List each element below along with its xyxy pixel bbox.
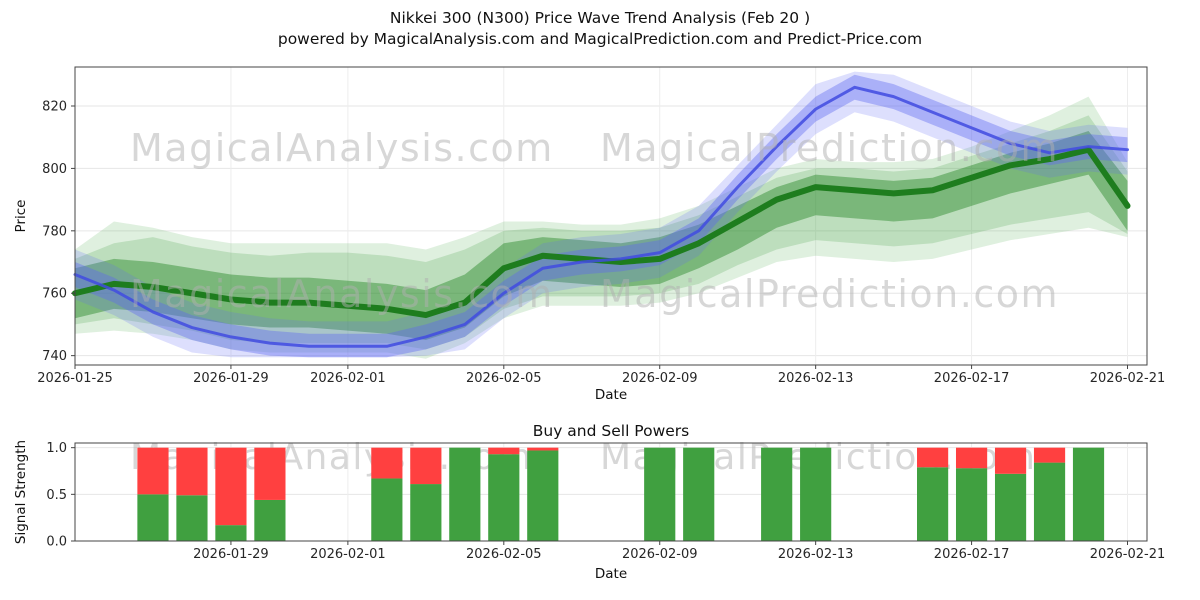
buy-bar: [917, 467, 949, 541]
price-axis-label: Price: [13, 200, 29, 233]
x-tick-label: 2026-02-09: [622, 547, 698, 562]
watermark-text: MagicalPrediction.com: [600, 272, 1059, 316]
buy-bar: [410, 484, 442, 541]
band-green-outer-2: [75, 115, 1128, 350]
power-chart-title: Buy and Sell Powers: [533, 422, 690, 440]
x-tick-label: 2026-01-25: [37, 371, 113, 386]
sell-bar: [410, 447, 442, 485]
x-tick-label: 2026-01-29: [193, 371, 269, 386]
y-tick-label: 800: [42, 162, 67, 177]
band-blue-outer: [75, 71, 1128, 358]
x-tick-label: 2026-02-01: [310, 371, 386, 386]
x-tick-label: 2026-02-05: [466, 547, 542, 562]
buy-bar: [137, 494, 169, 541]
buy-bar: [683, 447, 715, 541]
y-tick-label: 1.0: [46, 441, 67, 456]
x-tick-label: 2026-02-21: [1090, 371, 1166, 386]
buy-bar: [800, 447, 832, 541]
figure-subtitle: powered by MagicalAnalysis.com and Magic…: [277, 30, 923, 48]
watermark-text: MagicalPrediction.com: [600, 126, 1059, 170]
watermark-text: MagicalAnalysis.com: [130, 272, 554, 316]
sell-bar: [215, 447, 247, 526]
signal-strength-axis-label: Signal Strength: [13, 440, 29, 544]
sell-bar: [254, 447, 286, 500]
buy-bar: [488, 454, 520, 541]
sell-bar: [137, 447, 169, 495]
x-tick-label: 2026-02-09: [622, 371, 698, 386]
x-tick-label: 2026-02-01: [310, 547, 386, 562]
power-plot: MagicalAnalysis.comMagicalPrediction.com…: [46, 437, 1165, 562]
x-tick-label: 2026-02-05: [466, 371, 542, 386]
price-plot: 2026-01-25 2026-01-29 2026-02-01 2026-02-05…: [37, 66, 1166, 386]
buy-bar: [371, 478, 403, 541]
date-axis-label-bottom: Date: [595, 566, 627, 582]
line-blue-center: [73, 85, 1130, 348]
watermark-text: MagicalAnalysis.com: [130, 126, 554, 170]
x-tick-label: 2026-01-29: [193, 547, 269, 562]
buy-bar: [449, 447, 481, 541]
sell-bar: [527, 447, 559, 451]
plot-frame: [74, 442, 1148, 542]
sell-bar: [176, 447, 208, 496]
x-tick-label: 2026-02-17: [934, 371, 1010, 386]
y-tick-label: 760: [42, 287, 67, 302]
x-tick-label: 2026-02-13: [778, 371, 854, 386]
y-tick-label: 740: [42, 349, 67, 364]
sell-bar: [371, 447, 403, 479]
y-tick-label: 820: [42, 100, 67, 115]
buy-bar: [215, 525, 247, 541]
sell-bar: [955, 447, 988, 469]
band-blue-mid: [75, 74, 1128, 358]
buy-bar: [644, 447, 676, 541]
y-tick-label: 780: [42, 224, 67, 239]
sell-bar: [488, 447, 520, 455]
band-green-outer: [75, 96, 1128, 359]
buy-bar: [527, 450, 559, 541]
buy-bar: [761, 447, 793, 541]
buy-bar: [994, 473, 1027, 541]
x-tick-label: 2026-02-21: [1090, 547, 1166, 562]
date-axis-label-top: Date: [595, 387, 627, 403]
x-tick-label: 2026-02-13: [778, 547, 854, 562]
x-tick-label: 2026-02-17: [934, 547, 1010, 562]
buy-bar: [176, 495, 208, 541]
y-tick-label: 0.5: [46, 488, 67, 503]
band-green-mid: [75, 130, 1128, 341]
buy-bar: [955, 468, 988, 541]
buy-bar: [254, 499, 286, 541]
sell-bar: [1033, 447, 1066, 463]
buy-bar: [1033, 462, 1066, 541]
figure-title: Nikkei 300 (N300) Price Wave Trend Analy…: [389, 9, 811, 27]
plot-frame: [74, 66, 1148, 366]
y-tick-label: 0.0: [46, 535, 67, 550]
sell-bar: [917, 447, 949, 468]
sell-bar: [994, 447, 1027, 474]
buy-bar: [1072, 447, 1105, 541]
